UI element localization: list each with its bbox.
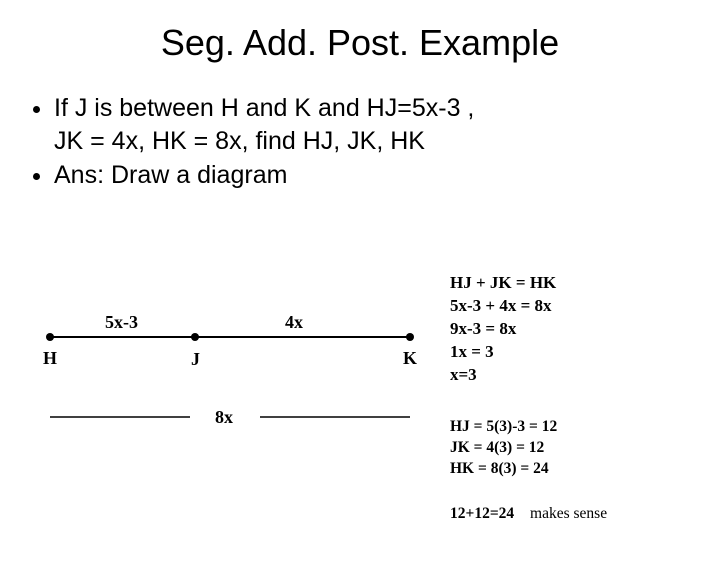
eq-4: 1x = 3 xyxy=(450,341,710,364)
bullet-2: Ans: Draw a diagram xyxy=(54,159,720,192)
eq-1: HJ + JK = HK xyxy=(450,272,710,295)
label-point-J: J xyxy=(191,349,200,369)
eq-5: x=3 xyxy=(450,364,710,387)
point-K xyxy=(406,333,414,341)
eq-3: 9x-3 = 8x xyxy=(450,318,710,341)
bullet-1-line-2: JK = 4x, HK = 8x, find HJ, JK, HK xyxy=(54,127,425,155)
slide-title: Seg. Add. Post. Example xyxy=(0,22,720,64)
bullet-1: If J is between H and K and HJ=5x-3 , JK… xyxy=(54,92,720,157)
label-HK: 8x xyxy=(215,407,233,427)
label-point-H: H xyxy=(43,348,57,368)
eq-2: 5x-3 + 4x = 8x xyxy=(450,295,710,318)
check-sum: 12+12=24 xyxy=(450,505,514,522)
bullet-1-line-1: If J is between H and K and HJ=5x-3 , xyxy=(54,94,474,122)
check-note: makes sense xyxy=(530,505,607,522)
point-H xyxy=(46,333,54,341)
result-HJ: HJ = 5(3)-3 = 12 xyxy=(450,417,710,438)
result-HK: HK = 8(3) = 24 xyxy=(450,459,710,480)
algebra-work: HJ + JK = HK 5x-3 + 4x = 8x 9x-3 = 8x 1x… xyxy=(450,272,710,387)
label-point-K: K xyxy=(403,348,417,368)
segment-diagram: 5x-3 4x H J K 8x xyxy=(30,292,440,472)
label-JK: 4x xyxy=(285,312,303,332)
bullet-list: If J is between H and K and HJ=5x-3 , JK… xyxy=(32,92,720,192)
label-HJ: 5x-3 xyxy=(105,312,138,332)
verification: 12+12=24 makes sense xyxy=(450,505,607,523)
point-J xyxy=(191,333,199,341)
results: HJ = 5(3)-3 = 12 JK = 4(3) = 12 HK = 8(3… xyxy=(450,417,710,480)
result-JK: JK = 4(3) = 12 xyxy=(450,438,710,459)
